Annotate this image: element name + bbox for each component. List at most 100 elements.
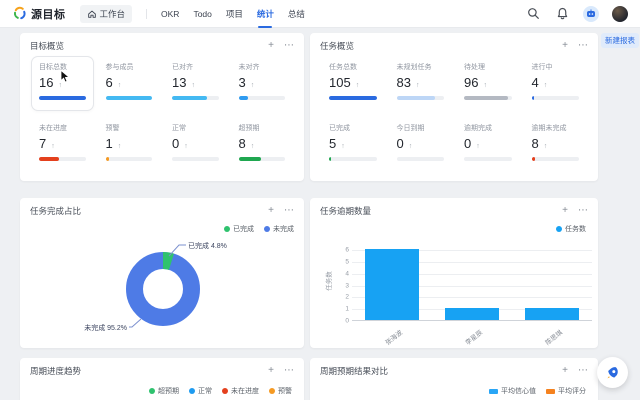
y-tick-label: 1 — [345, 305, 349, 313]
stat-item[interactable]: 逾期未完成 8 ↑ — [525, 118, 587, 171]
stat-label: 正常 — [172, 125, 186, 132]
more-icon[interactable]: ⋯ — [284, 365, 294, 376]
stat-progress-bar — [238, 96, 285, 100]
nav-item-summary[interactable]: 总结 — [287, 8, 305, 19]
more-icon[interactable]: ⋯ — [578, 205, 588, 216]
stat-label: 未规划任务 — [396, 64, 432, 71]
stat-progress-bar — [39, 96, 86, 100]
add-icon[interactable]: + — [268, 205, 274, 216]
legend-marker-icon — [489, 388, 498, 394]
stat-item[interactable]: 待处理 96 ↑ — [457, 57, 519, 110]
assistant-icon[interactable] — [583, 5, 599, 22]
stat-value: 0 — [464, 136, 472, 151]
stat-value: 8 — [531, 136, 539, 151]
bar-李星辰[interactable] — [445, 308, 499, 320]
stat-item[interactable]: 已对齐 13 ↑ — [165, 57, 226, 110]
legend-item[interactable]: 超预期 — [149, 386, 179, 396]
more-icon[interactable]: ⋯ — [284, 205, 294, 216]
bar-chart[interactable]: 任务数 0 1 2 3 4 5 6 张海波 李星辰 陈思琪 — [310, 198, 598, 348]
stat-label: 超预期 — [238, 125, 260, 132]
nav-item-label: 工作台 — [99, 8, 126, 19]
y-axis-title: 任务数 — [325, 271, 333, 291]
user-avatar[interactable] — [612, 5, 628, 22]
stat-progress-bar — [531, 157, 579, 161]
more-icon[interactable]: ⋯ — [578, 40, 588, 51]
nav-item-project[interactable]: 项目 — [225, 8, 243, 19]
stat-value: 0 — [172, 136, 180, 151]
add-icon[interactable]: + — [268, 365, 274, 376]
stat-item[interactable]: 参与成员 6 ↑ — [99, 57, 160, 110]
navbar-actions — [525, 5, 628, 22]
bar-张海波[interactable] — [365, 249, 419, 320]
bar-plot-area — [352, 249, 592, 321]
nav-item-okr[interactable]: OKR — [161, 8, 180, 19]
x-tick-label: 李星辰 — [464, 329, 485, 347]
stat-item[interactable]: 已完成 5 ↑ — [322, 118, 384, 171]
y-tick-label: 0 — [345, 317, 349, 325]
goal-stats-grid: 目标总数 16 ↑ 参与成员 6 ↑ 已对齐 13 ↑ 未对齐 3 ↑ 未在进度 7 ↑ 预警 1 ↑ 正常 0 ↑ 超预… — [32, 57, 292, 171]
stat-item[interactable]: 任务总数 105 ↑ — [322, 57, 384, 110]
legend-label: 未在进度 — [231, 388, 259, 395]
stat-item[interactable]: 超预期 8 ↑ — [232, 118, 293, 171]
legend-label: 未完成 — [273, 226, 294, 233]
add-icon[interactable]: + — [562, 205, 568, 216]
up-arrow-icon: ↑ — [543, 143, 548, 150]
stat-label: 目标总数 — [39, 64, 67, 71]
gridline — [352, 297, 592, 299]
nav-item-todo[interactable]: Todo — [193, 8, 212, 19]
add-icon[interactable]: + — [562, 40, 568, 51]
card-title: 任务完成占比 — [30, 206, 82, 216]
cycle-progress-trend-card: 周期进度趋势 + ⋯ 超预期 正常 未在进度 预警 — [20, 358, 304, 400]
y-tick-label: 6 — [345, 246, 349, 254]
legend-item[interactable]: 已完成 — [224, 224, 254, 234]
stat-progress-bar — [105, 96, 152, 100]
logo[interactable]: 源目标 — [12, 6, 66, 22]
legend-item[interactable]: 预警 — [269, 386, 292, 396]
legend-item[interactable]: 平均信心值 — [489, 386, 536, 396]
y-axis-ticks: 0 1 2 3 4 5 6 — [336, 246, 349, 325]
stat-item[interactable]: 逾期完成 0 ↑ — [457, 118, 519, 171]
top-navbar: 源目标 工作台 OKR Todo 项目 统计 总结 — [0, 0, 640, 28]
stat-label: 进行中 — [531, 64, 553, 71]
y-tick-label: 4 — [345, 270, 349, 278]
stat-item[interactable]: 进行中 4 ↑ — [525, 57, 587, 110]
nav-item-workbench[interactable]: 工作台 — [79, 4, 133, 23]
bell-icon[interactable] — [554, 6, 570, 22]
nav-item-stats[interactable]: 统计 — [256, 8, 274, 19]
up-arrow-icon: ↑ — [341, 143, 345, 150]
stat-item[interactable]: 正常 0 ↑ — [165, 118, 226, 171]
search-icon[interactable] — [525, 6, 541, 22]
stat-progress-bar — [396, 157, 444, 161]
task-overdue-count-card: 任务逾期数量 + ⋯ 任务数 任务数 0 1 2 3 4 5 6 张海波 李星辰 陈思琪 — [310, 198, 598, 348]
up-arrow-icon: ↑ — [408, 143, 413, 150]
card-title: 周期预期结果对比 — [320, 366, 389, 376]
bar-陈思琪[interactable] — [525, 308, 579, 320]
stat-value: 5 — [329, 136, 337, 151]
stat-item[interactable]: 未对齐 3 ↑ — [232, 57, 293, 110]
stat-item[interactable]: 今日到期 0 ↑ — [390, 118, 452, 171]
more-icon[interactable]: ⋯ — [578, 365, 588, 376]
stat-item[interactable]: 未规划任务 83 ↑ — [390, 57, 452, 110]
x-axis-labels: 张海波 李星辰 陈思琪 — [352, 325, 592, 347]
legend-item[interactable]: 正常 — [189, 386, 212, 396]
legend-item[interactable]: 任务数 — [556, 224, 586, 234]
stat-value: 3 — [238, 75, 246, 90]
legend-item[interactable]: 未在进度 — [222, 386, 259, 396]
more-icon[interactable]: ⋯ — [284, 40, 294, 51]
stat-item[interactable]: 目标总数 16 ↑ — [32, 57, 93, 110]
legend-marker-icon — [149, 388, 155, 394]
add-icon[interactable]: + — [268, 40, 274, 51]
feedback-fab[interactable] — [597, 357, 628, 388]
legend-marker-icon — [189, 388, 195, 394]
stat-progress-bar — [531, 96, 579, 100]
add-icon[interactable]: + — [562, 365, 568, 376]
legend-item[interactable]: 未完成 — [264, 224, 294, 234]
up-arrow-icon: ↑ — [543, 82, 548, 89]
donut-chart[interactable]: 已完成 4.8% 未完成 95.2% — [20, 222, 304, 348]
legend-marker-icon — [269, 388, 275, 394]
up-arrow-icon: ↑ — [117, 143, 122, 150]
new-report-button[interactable]: 新建报表 — [601, 33, 639, 48]
legend-item[interactable]: 平均评分 — [546, 386, 586, 396]
stat-item[interactable]: 未在进度 7 ↑ — [32, 118, 93, 171]
stat-item[interactable]: 预警 1 ↑ — [99, 118, 160, 171]
